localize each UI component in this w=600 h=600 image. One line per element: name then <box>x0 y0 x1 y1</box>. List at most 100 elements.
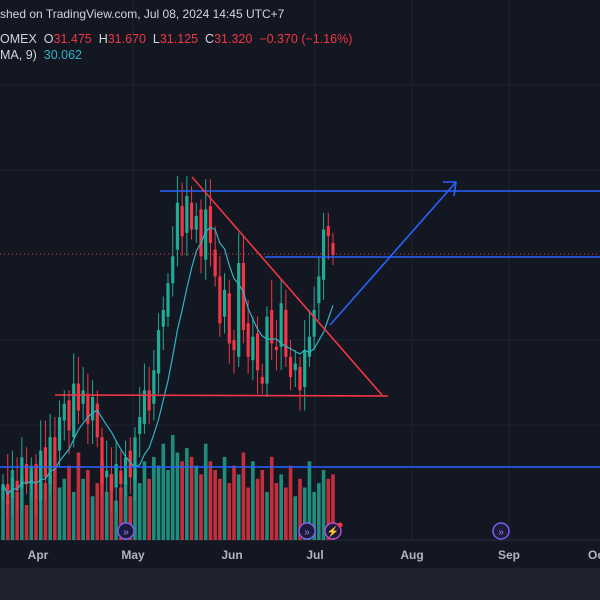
volume-bar <box>123 478 128 540</box>
candle <box>171 226 175 297</box>
candle <box>43 420 48 501</box>
candle <box>48 413 52 495</box>
low-value: 31.125 <box>159 32 199 46</box>
earnings-icon[interactable]: ⚡ <box>324 522 343 540</box>
drawings[interactable] <box>0 176 600 468</box>
volume-bar <box>86 470 90 540</box>
candle <box>161 296 165 351</box>
volume-bar <box>34 496 38 540</box>
candle <box>180 182 184 257</box>
candle <box>152 350 156 421</box>
published-caption: shed on TradingView.com, Jul 08, 2024 14… <box>0 7 285 21</box>
volume-bar <box>331 474 335 540</box>
volume-bar <box>189 456 194 540</box>
candle <box>53 417 57 471</box>
volume-bar <box>15 491 19 540</box>
dividend-icon[interactable]: » <box>298 522 316 540</box>
candle <box>189 185 194 240</box>
close-label: C <box>205 32 215 46</box>
volume-bar <box>246 487 250 540</box>
candle <box>109 447 114 511</box>
candle <box>208 179 213 267</box>
volume-bar <box>71 491 76 540</box>
open-label: O <box>43 32 54 46</box>
triangle-top[interactable] <box>191 176 383 396</box>
x-tick-jul: Jul <box>306 548 324 562</box>
volume-bar <box>29 465 34 540</box>
svg-text:»: » <box>498 527 504 538</box>
volume-bar <box>199 474 203 540</box>
candle <box>317 256 321 320</box>
volume-bar <box>274 483 279 540</box>
volume-bar <box>114 500 118 540</box>
volume-bar <box>251 461 255 540</box>
volume-bar <box>137 483 142 540</box>
candle <box>279 279 283 371</box>
candle <box>246 299 250 374</box>
candle <box>307 309 312 367</box>
candle <box>67 390 71 454</box>
candle <box>24 447 29 495</box>
open-value: 31.475 <box>53 32 92 46</box>
volume-bar <box>119 487 123 540</box>
volume-bar <box>104 491 109 540</box>
ma-label[interactable]: MA, 9) <box>0 48 37 62</box>
volume-bar <box>161 443 166 540</box>
candle <box>185 175 189 257</box>
dividend-icon[interactable]: » <box>117 522 135 540</box>
ma-legend: MA, 9) 30.062 <box>0 48 82 62</box>
event-markers[interactable]: » » ⚡ » <box>117 522 510 540</box>
candle <box>284 289 288 367</box>
candle <box>123 440 128 498</box>
x-tick-oct: Oc <box>587 548 600 562</box>
volume-bar <box>222 456 227 540</box>
volume-bar <box>236 474 241 540</box>
candle <box>72 353 76 448</box>
dividend-icon[interactable]: » <box>492 522 510 540</box>
volume-bar <box>317 483 321 540</box>
volume-bar <box>208 461 213 540</box>
volume-bar <box>142 461 147 540</box>
price-chart[interactable]: » » ⚡ » <box>0 0 600 568</box>
candle <box>156 313 161 394</box>
triangle-base[interactable] <box>54 394 389 397</box>
low-label: L <box>152 32 160 46</box>
candle <box>81 366 85 421</box>
candle <box>76 356 81 424</box>
volume-bar <box>260 470 265 540</box>
candle <box>237 232 241 367</box>
target-arrow[interactable] <box>329 181 457 326</box>
volume-bar <box>175 452 180 540</box>
candle <box>260 363 264 394</box>
volume-bar <box>194 465 199 540</box>
volume-bar <box>218 478 222 540</box>
symbol[interactable]: OMEX <box>0 32 37 46</box>
candle <box>133 427 137 501</box>
candle <box>114 440 118 511</box>
candle <box>86 373 90 444</box>
candle <box>270 279 274 361</box>
arrow-head-icon <box>443 181 457 197</box>
bottom-toolbar <box>0 568 600 600</box>
volume-bar <box>241 452 246 540</box>
x-tick-apr: Apr <box>27 548 49 562</box>
grid <box>0 0 600 540</box>
volume-bar <box>43 483 48 540</box>
volume-bar <box>95 483 100 540</box>
ma-line <box>2 226 334 496</box>
candles <box>1 175 335 521</box>
x-tick-aug: Aug <box>400 548 424 562</box>
volume-bar <box>76 452 81 540</box>
candle <box>142 363 147 434</box>
volume-bar <box>147 478 151 540</box>
volume-bar <box>170 435 175 540</box>
volume-bars <box>1 435 335 540</box>
volume-bar <box>152 456 156 540</box>
volume-bar <box>24 505 29 540</box>
volume-bar <box>279 474 283 540</box>
candle <box>241 236 246 344</box>
volume-bar <box>100 461 104 540</box>
candle <box>274 319 279 371</box>
svg-text:⚡: ⚡ <box>327 525 339 538</box>
candle <box>218 256 222 337</box>
